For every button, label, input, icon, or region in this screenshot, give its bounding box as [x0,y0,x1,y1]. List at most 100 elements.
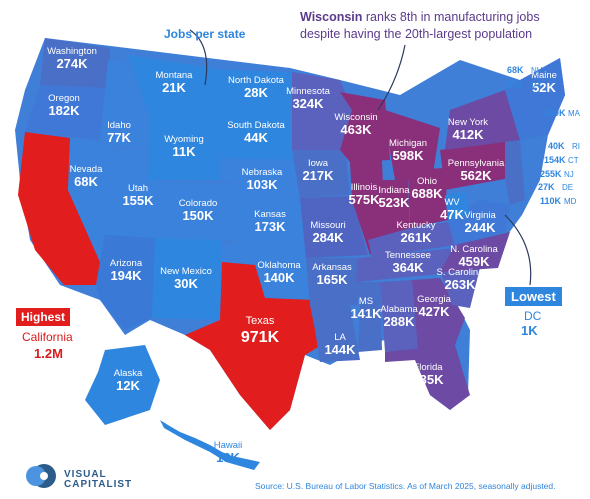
state-name-iowa: Iowa [308,158,329,169]
state-arkansas [306,258,360,305]
state-value-wisconsin: 463K [340,122,372,137]
state-name-nebraska: Nebraska [242,167,283,178]
state-iowa [292,150,350,198]
small-state-value-ri: 40K [548,141,565,151]
state-value-new-york: 412K [452,127,484,142]
state-name-missouri: Missouri [310,220,345,231]
state-west-virginia [445,192,470,220]
small-state-abbr-nj: NJ [564,170,574,179]
state-value-wv: 47K [440,207,464,222]
state-value-hawaii: 13K [216,450,240,465]
headline-line-1: Wisconsin ranks 8th in manufacturing job… [300,10,540,24]
state-pennsylvania [440,140,510,190]
state-value-utah: 155K [122,193,154,208]
state-value-oklahoma: 140K [263,270,295,285]
state-name-georgia: Georgia [417,294,452,305]
logo-text: VISUAL CAPITALIST [64,470,132,490]
state-value-washington: 274K [56,56,88,71]
state-name-colorado: Colorado [179,198,218,209]
state-illinois [350,160,385,255]
state-south-carolina [440,268,480,308]
small-state-abbr-ma: MA [568,109,581,118]
state-value-alabama: 288K [383,314,415,329]
state-nebraska [220,158,302,200]
small-state-abbr-ct: CT [568,156,579,165]
small-state-value-de: 27K [538,182,555,192]
state-oklahoma [222,244,310,300]
state-name-tennessee: Tennessee [385,250,431,261]
state-name-florida: Florida [413,362,443,373]
state-value-arkansas: 165K [316,272,348,287]
state-name-idaho: Idaho [107,120,131,131]
highest-badge: Highest [16,308,71,326]
state-name-oklahoma: Oklahoma [257,260,301,271]
state-kentucky [368,222,455,258]
state-value-nebraska: 103K [246,177,278,192]
dc-arrow [504,214,532,286]
state-name-n-carolina: N. Carolina [450,244,498,255]
state-utah [105,150,165,238]
state-name-s-carolina: S. Carolina [437,267,485,278]
state-new-york [445,90,520,150]
small-state-value-nj: 255K [540,169,562,179]
state-mississippi [356,282,382,352]
small-state-labels: 68K NH 27K VT 230K MA 40K RI 154K CT 255K NJ 27K DE11… [507,65,581,206]
state-north-dakota [222,70,292,115]
state-value-south-dakota: 44K [244,130,268,145]
state-name-washington: Washington [47,46,97,57]
state-value-arizona: 194K [110,268,142,283]
state-name-arkansas: Arkansas [312,262,352,273]
state-name-arizona: Arizona [110,258,143,269]
state-value-florida: 435K [412,372,444,387]
state-value-kentucky: 261K [400,230,432,245]
state-value-iowa: 217K [302,168,334,183]
state-nevada [68,138,115,262]
state-oregon [25,85,108,140]
state-name-la: LA [334,332,346,343]
state-name-alabama: Alabama [380,304,418,315]
state-minnesota [292,72,352,150]
lowest-value: 1K [521,323,538,338]
state-name-wisconsin: Wisconsin [334,112,377,123]
wisconsin-arrow [377,44,406,111]
state-value-north-dakota: 28K [244,85,268,100]
small-state-abbr-de: DE [562,183,573,192]
state-value-indiana: 523K [378,195,410,210]
state-florida [385,345,470,410]
highest-value: 1.2M [34,346,63,361]
state-alaska [85,345,160,425]
state-value-ohio: 688K [411,186,443,201]
state-value-la: 144K [324,342,356,357]
state-name-indiana: Indiana [378,185,410,196]
state-name-south-dakota: South Dakota [227,120,285,131]
state-texas [185,262,330,430]
state-name-ohio: Ohio [417,176,437,187]
state-ohio [408,168,448,228]
state-tennessee [356,248,462,282]
state-value-pennsylvania: 562K [460,168,492,183]
state-value-alaska: 12K [116,378,140,393]
small-state-abbr-ri: RI [572,142,580,151]
state-montana [128,55,225,118]
small-state-abbr-vt: VT [531,81,541,90]
state-name-north-dakota: North Dakota [228,75,285,86]
state-name-texas: Texas [246,315,275,327]
state-virginia [448,200,510,245]
state-value-oregon: 182K [48,103,80,118]
state-value-new-mexico: 30K [174,276,198,291]
state-name-kansas: Kansas [254,209,286,220]
source-note: Source: U.S. Bureau of Labor Statistics.… [255,481,556,491]
headline-highlight: Wisconsin [300,10,363,24]
state-colorado [160,182,238,240]
state-georgia [412,278,465,350]
state-mid-atlantic [505,140,525,205]
state-value-michigan: 598K [392,148,424,163]
state-value-colorado: 150K [182,208,214,223]
state-name-virginia: Virginia [464,210,496,221]
subtitle: Jobs per state [164,27,246,41]
state-value-montana: 21K [162,80,186,95]
state-new-england [505,58,565,140]
state-labels: Washington274KOregon182KNevada68KIdaho77… [47,46,557,465]
logo-line-1: VISUAL [64,469,107,480]
